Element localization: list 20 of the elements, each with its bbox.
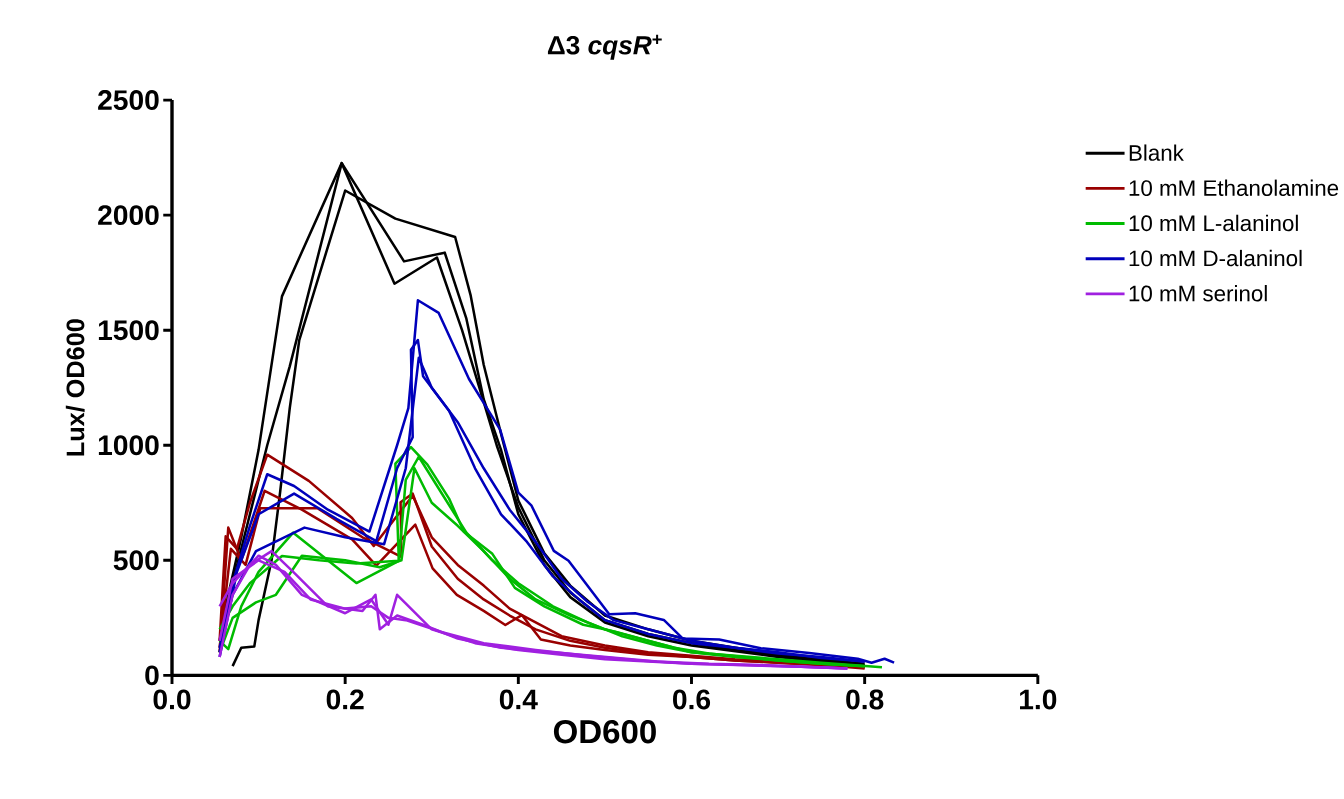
legend-label: 10 mM Ethanolamine <box>1129 179 1339 197</box>
legend-label: Blank <box>1129 144 1184 161</box>
y-tick-label: 1500 <box>98 320 159 341</box>
x-tick-label: 1.0 <box>1020 689 1057 710</box>
x-tick-label: 0.2 <box>326 689 364 710</box>
x-tick-label: 0.8 <box>846 689 884 710</box>
y-tick-label: 2500 <box>98 90 159 111</box>
legend-label: 10 mM D-alaninol <box>1129 249 1302 267</box>
y-axis-title: Lux/ OD600 <box>65 319 85 456</box>
y-tick-label: 0 <box>145 665 159 686</box>
x-tick-label: 0.0 <box>153 689 191 710</box>
y-tick-label: 500 <box>113 550 159 571</box>
chart-title: Δ3 cqsR$^{+}$ <box>547 34 662 60</box>
y-tick-label: 1000 <box>98 435 159 456</box>
x-tick-label: 0.4 <box>499 689 538 710</box>
legend-label: 10 mM L-alaninol <box>1129 214 1298 232</box>
y-tick-label: 2000 <box>98 205 159 226</box>
x-axis-title: OD600 <box>553 720 656 744</box>
x-tick-label: 0.6 <box>673 689 711 710</box>
legend-label: 10 mM serinol <box>1129 285 1267 302</box>
